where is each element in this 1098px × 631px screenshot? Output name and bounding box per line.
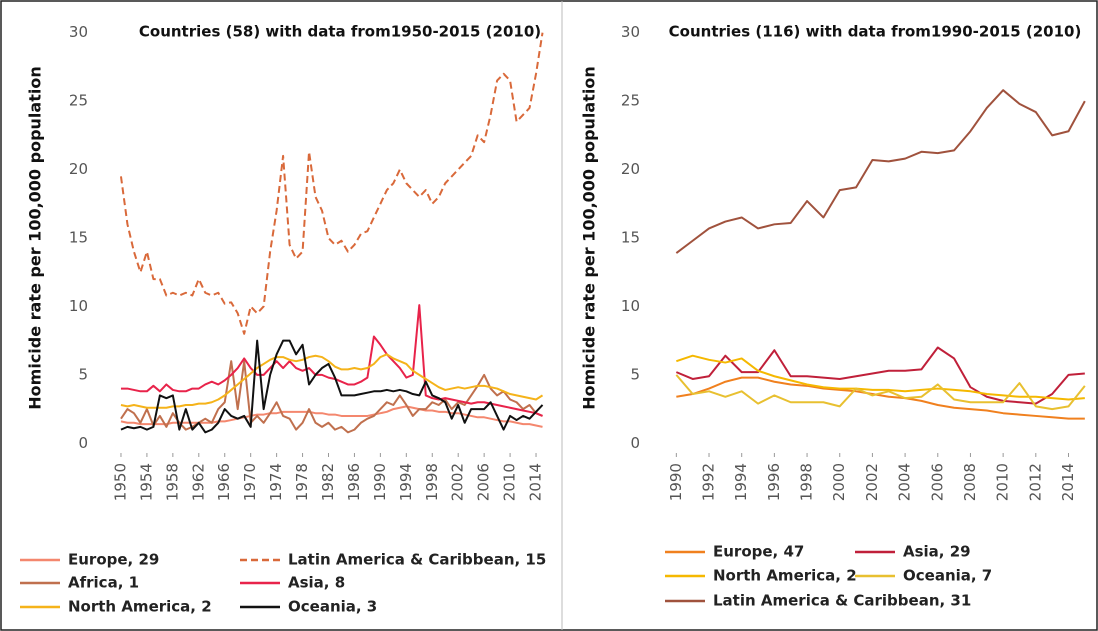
x-tick-label: 2002	[863, 463, 881, 501]
x-tick-label: 2004	[896, 463, 914, 501]
x-tick-label: 1978	[293, 463, 311, 501]
x-tick-label: 1990	[667, 463, 685, 501]
x-tick-label: 1970	[241, 463, 259, 501]
x-tick-label: 2008	[961, 463, 979, 501]
x-tick-label: 1998	[798, 463, 816, 501]
y-tick-label: 10	[621, 297, 640, 315]
x-tick-label: 1992	[700, 463, 718, 501]
series-line	[120, 304, 543, 417]
series-line	[675, 374, 1086, 411]
y-tick-label: 0	[78, 434, 88, 452]
series-line	[120, 339, 544, 434]
series-line	[675, 89, 1086, 254]
legend-label: Latin America & Caribbean, 31	[713, 592, 971, 610]
legend-label: Africa, 1	[68, 574, 139, 592]
x-tick-label: 1966	[215, 463, 233, 501]
series-line	[675, 346, 1085, 405]
x-tick-label: 2014	[527, 463, 545, 501]
x-tick-label: 2000	[830, 463, 848, 501]
legend-label: Asia, 8	[288, 574, 345, 592]
y-tick-label: 15	[69, 229, 88, 247]
y-axis-label: Homicide rate per 100,000 population	[26, 66, 45, 409]
x-tick-label: 2012	[1026, 463, 1044, 501]
x-tick-label: 1954	[137, 463, 155, 501]
y-tick-label: 0	[630, 434, 640, 452]
series-line	[120, 353, 544, 409]
legend-label: Asia, 29	[903, 543, 971, 561]
legend-label: Oceania, 7	[903, 567, 992, 585]
x-tick-label: 1986	[345, 463, 363, 501]
legend-label: Europe, 47	[713, 543, 804, 561]
x-tick-label: 2002	[449, 463, 467, 501]
x-tick-label: 1962	[189, 463, 207, 501]
y-tick-label: 25	[621, 92, 640, 110]
chart-title: Countries (116) with data from1990-2015 …	[669, 23, 1082, 41]
legend-label: Europe, 29	[68, 551, 159, 569]
x-tick-label: 1994	[732, 463, 750, 501]
y-tick-label: 15	[621, 229, 640, 247]
y-axis-label: Homicide rate per 100,000 population	[580, 66, 599, 409]
y-tick-label: 20	[621, 160, 640, 178]
series-line	[676, 354, 1085, 401]
series-line	[119, 32, 544, 335]
chart-title: Countries (58) with data from1950-2015 (…	[139, 23, 541, 41]
y-tick-label: 5	[630, 365, 640, 383]
y-tick-label: 25	[69, 92, 88, 110]
y-tick-label: 5	[78, 365, 88, 383]
y-tick-label: 10	[69, 297, 88, 315]
x-tick-label: 1950	[111, 463, 129, 501]
legend-label: Latin America & Caribbean, 15	[288, 551, 546, 569]
y-tick-label: 30	[69, 23, 88, 41]
legend-label: Oceania, 3	[288, 598, 377, 616]
x-tick-label: 2014	[1059, 463, 1077, 501]
x-tick-label: 2010	[501, 463, 519, 501]
x-tick-label: 2006	[928, 463, 946, 501]
x-tick-label: 2006	[475, 463, 493, 501]
x-tick-label: 2010	[994, 463, 1012, 501]
x-tick-label: 1974	[267, 463, 285, 501]
legend-label: North America, 2	[713, 567, 857, 585]
x-tick-label: 1998	[423, 463, 441, 501]
x-tick-label: 1958	[163, 463, 181, 501]
x-tick-label: 1994	[397, 463, 415, 501]
series-line	[676, 376, 1085, 420]
legend-label: North America, 2	[68, 598, 212, 616]
x-tick-label: 1996	[765, 463, 783, 501]
series-line	[120, 405, 543, 428]
y-tick-label: 20	[69, 160, 88, 178]
x-tick-label: 1982	[319, 463, 337, 501]
y-tick-label: 30	[621, 23, 640, 41]
x-tick-label: 1990	[371, 463, 389, 501]
